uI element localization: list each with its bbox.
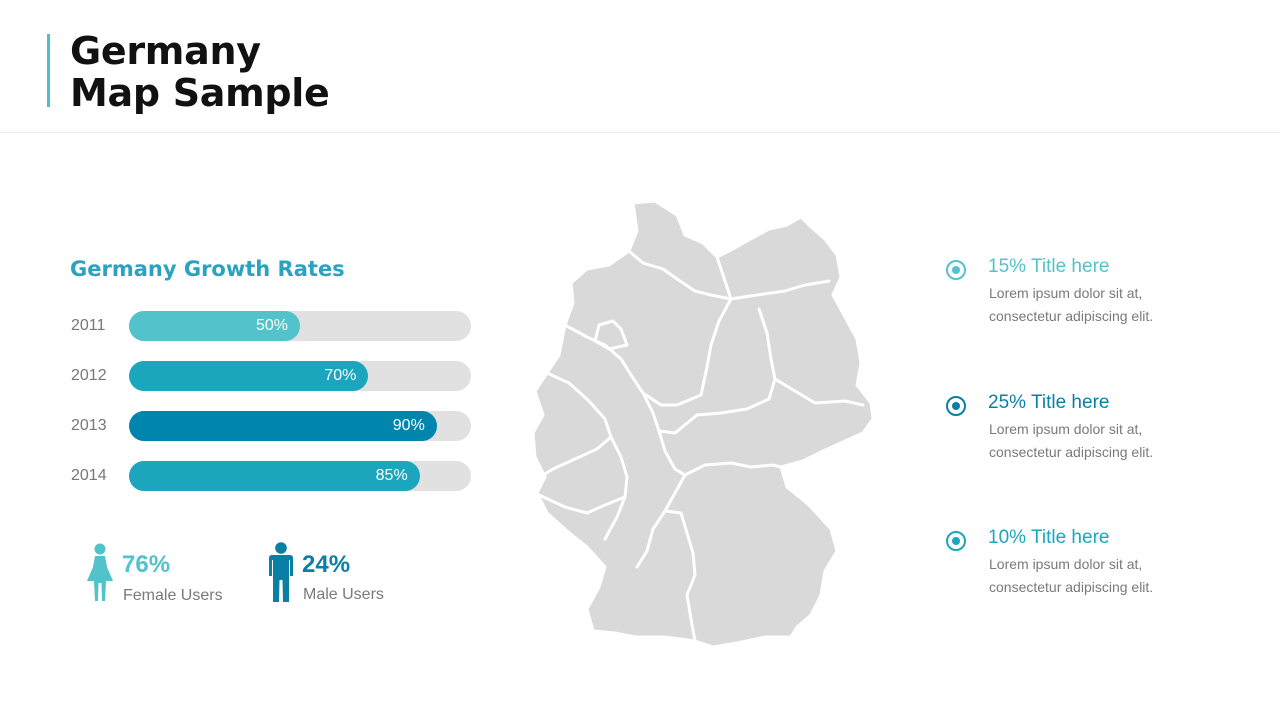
bar-fill: 90%: [129, 411, 437, 441]
state-border: [635, 429, 687, 569]
radio-dot-icon: [946, 260, 966, 280]
male-users-caption: Male Users: [303, 586, 384, 603]
growth-bar-row: 2013 90%: [70, 411, 472, 441]
male-person-icon: [269, 542, 293, 602]
female-person-icon: [87, 543, 113, 601]
legend-desc-line: consectetur adipiscing elit.: [989, 579, 1154, 595]
germany-map-states: [531, 199, 875, 649]
state-border: [699, 297, 733, 397]
legend-desc-line: consectetur adipiscing elit.: [989, 444, 1154, 460]
bar-track: 70%: [129, 361, 471, 391]
bar-fill: 85%: [129, 461, 420, 491]
female-users-value: 76%: [122, 551, 171, 578]
state-border: [757, 307, 865, 407]
legend-item-description: Lorem ipsum dolor sit at, consectetur ad…: [989, 282, 1239, 328]
title-accent-bar: [47, 34, 50, 107]
state-border: [593, 319, 629, 351]
state-border: [563, 323, 703, 407]
page-title-line1: Germany: [70, 29, 261, 73]
bar-year-label: 2014: [71, 467, 107, 484]
legend-item: 15% Title here Lorem ipsum dolor sit at,…: [946, 256, 1246, 336]
legend-item-title: 10% Title here: [988, 527, 1110, 548]
legend-desc-line: Lorem ipsum dolor sit at,: [989, 285, 1143, 301]
bar-year-label: 2013: [71, 417, 107, 434]
header-divider: [0, 132, 1280, 133]
radio-dot-icon: [946, 531, 966, 551]
legend-item-description: Lorem ipsum dolor sit at, consectetur ad…: [989, 553, 1239, 599]
state-border: [683, 461, 783, 477]
male-users-value: 24%: [302, 551, 351, 578]
bar-track: 85%: [129, 461, 471, 491]
legend-item: 25% Title here Lorem ipsum dolor sit at,…: [946, 392, 1246, 472]
growth-bar-row: 2011 50%: [70, 311, 472, 341]
radio-dot-icon: [946, 396, 966, 416]
state-border: [641, 377, 777, 435]
female-users-stat: 76% Female Users: [86, 543, 256, 605]
bar-track: 90%: [129, 411, 471, 441]
bar-track: 50%: [129, 311, 471, 341]
legend-desc-line: Lorem ipsum dolor sit at,: [989, 421, 1143, 437]
bar-value-label: 50%: [255, 317, 288, 334]
legend-item-description: Lorem ipsum dolor sit at, consectetur ad…: [989, 418, 1239, 464]
state-border: [715, 255, 831, 301]
bar-value-label: 70%: [324, 367, 357, 384]
state-border: [663, 509, 697, 643]
growth-chart-title: Germany Growth Rates: [70, 257, 345, 281]
female-users-caption: Female Users: [123, 587, 223, 604]
germany-outline: [531, 199, 875, 649]
legend-item-title: 15% Title here: [988, 256, 1110, 277]
state-border: [603, 435, 629, 541]
growth-bar-row: 2012 70%: [70, 361, 472, 391]
bar-fill: 50%: [129, 311, 300, 341]
legend-desc-line: Lorem ipsum dolor sit at,: [989, 556, 1143, 572]
state-border: [537, 493, 627, 515]
bar-year-label: 2011: [71, 317, 106, 334]
state-border: [627, 249, 733, 301]
bar-value-label: 85%: [375, 467, 408, 484]
bar-value-label: 90%: [392, 417, 425, 434]
legend-item-title: 25% Title here: [988, 392, 1110, 413]
page-title-line2: Map Sample: [70, 71, 330, 115]
germany-map: [531, 199, 875, 649]
growth-bar-row: 2014 85%: [70, 461, 472, 491]
legend-desc-line: consectetur adipiscing elit.: [989, 308, 1154, 324]
bar-fill: 70%: [129, 361, 369, 391]
legend-item: 10% Title here Lorem ipsum dolor sit at,…: [946, 527, 1246, 607]
male-users-stat: 24% Male Users: [267, 542, 437, 604]
page-title: Germany Map Sample: [70, 30, 330, 114]
bar-year-label: 2012: [71, 367, 107, 384]
